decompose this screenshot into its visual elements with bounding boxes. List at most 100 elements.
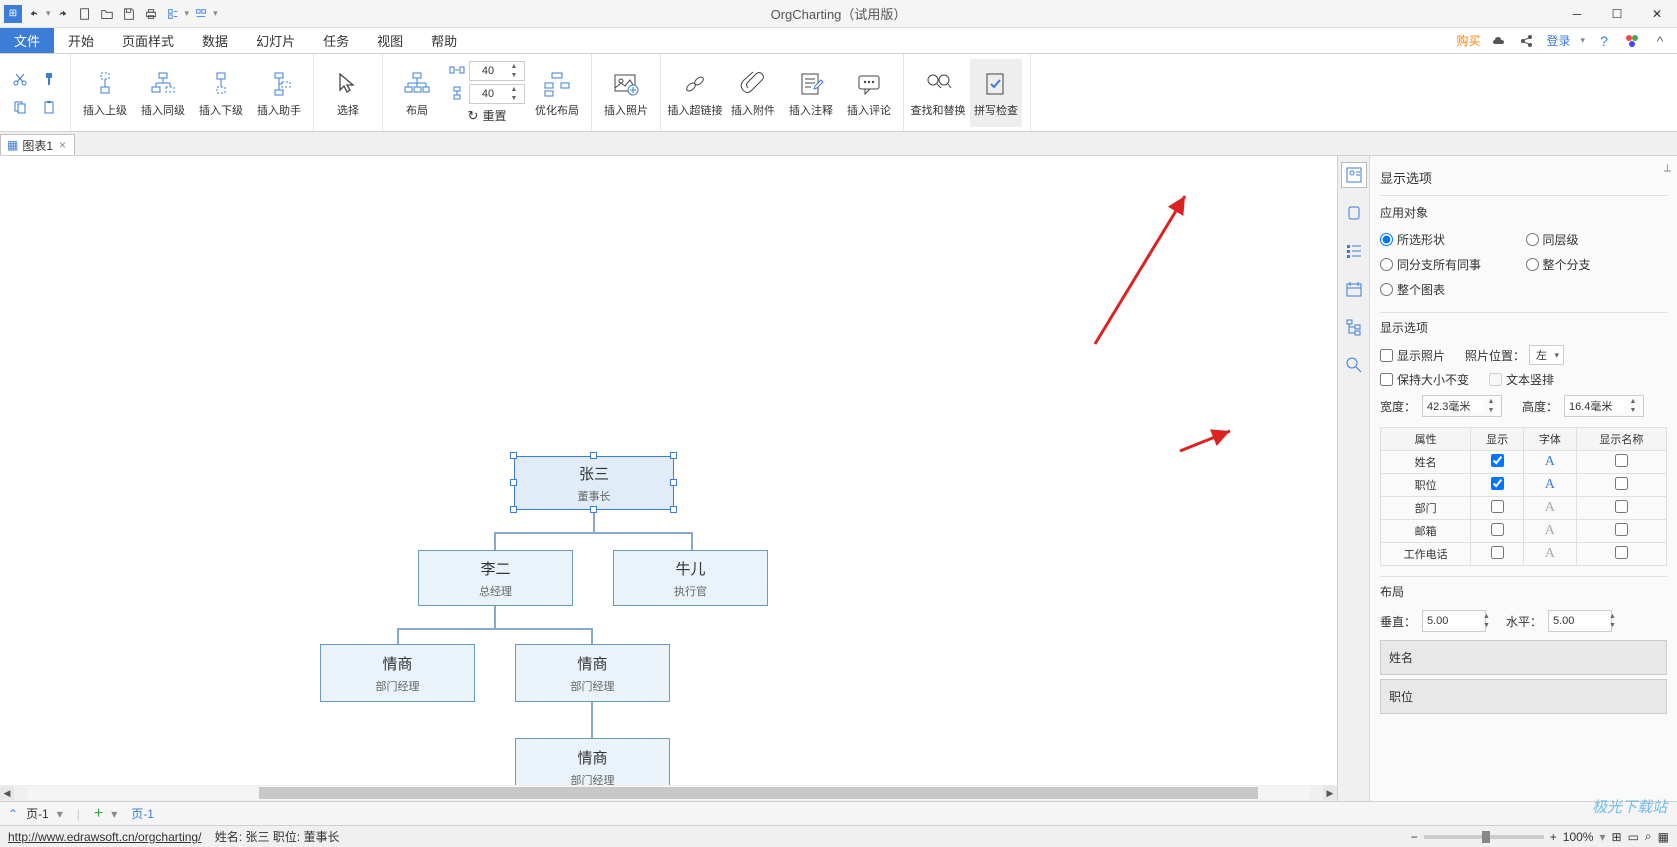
layout-button[interactable]: 布局 xyxy=(391,59,443,127)
sp-tab-date[interactable] xyxy=(1341,276,1367,302)
sp-tab-display[interactable] xyxy=(1341,162,1367,188)
reset-button[interactable]: ↻重置 xyxy=(468,107,507,124)
vspace-input[interactable]: ▲▼ xyxy=(469,84,525,104)
undo-button[interactable] xyxy=(24,4,44,24)
cloud-icon[interactable] xyxy=(1490,32,1508,50)
menu-pagestyle[interactable]: 页面样式 xyxy=(108,28,188,53)
status-url[interactable]: http://www.edrawsoft.cn/orgcharting/ xyxy=(8,830,201,844)
menu-view[interactable]: 视图 xyxy=(363,28,417,53)
optimize-button[interactable]: 优化布局 xyxy=(531,59,583,127)
width-input[interactable]: ▲▼ xyxy=(1422,395,1502,417)
sp-tab-tree[interactable] xyxy=(1341,314,1367,340)
copy-button[interactable] xyxy=(8,95,32,119)
zoom-in-button[interactable]: + xyxy=(1550,830,1557,844)
formatpainter-button[interactable] xyxy=(38,67,62,91)
save-button[interactable] xyxy=(119,4,139,24)
org-node[interactable]: 情商 部门经理 xyxy=(320,644,475,702)
maximize-button[interactable]: ☐ xyxy=(1597,0,1637,28)
open-button[interactable] xyxy=(97,4,117,24)
fit-page-icon[interactable]: ▭ xyxy=(1628,830,1639,844)
collapse-ribbon-icon[interactable]: ^ xyxy=(1651,32,1669,50)
insert-link-button[interactable]: 插入超链接 xyxy=(669,59,721,127)
close-tab-button[interactable]: × xyxy=(57,138,68,152)
menu-help[interactable]: 帮助 xyxy=(417,28,471,53)
file-tab[interactable]: ▦ 图表1 × xyxy=(0,134,75,155)
buy-link[interactable]: 购买 xyxy=(1456,32,1480,49)
chk-show-photo[interactable]: 显示照片 xyxy=(1380,344,1445,367)
chk-showname-dept[interactable] xyxy=(1615,500,1628,513)
minimize-button[interactable]: ─ xyxy=(1557,0,1597,28)
options1-button[interactable] xyxy=(163,4,183,24)
login-link[interactable]: 登录 xyxy=(1546,32,1570,49)
cut-button[interactable] xyxy=(8,67,32,91)
find-replace-button[interactable]: 查找和替换 xyxy=(912,59,964,127)
canvas[interactable]: 张三 董事长 李二 总经理 牛儿 执行官 情商 部门经理 情商 部门经理 情商 … xyxy=(0,156,1337,801)
insert-sibling-button[interactable]: 插入同级 xyxy=(137,59,189,127)
chk-showname-phone[interactable] xyxy=(1615,546,1628,559)
insert-comment-button[interactable]: 插入评论 xyxy=(843,59,895,127)
chk-show-name[interactable] xyxy=(1491,454,1504,467)
page-tab[interactable]: 页-1 xyxy=(131,805,154,822)
new-button[interactable] xyxy=(75,4,95,24)
radio-same-level[interactable]: 同层级 xyxy=(1526,231,1668,248)
org-node[interactable]: 牛儿 执行官 xyxy=(613,550,768,606)
font-position-button[interactable]: A xyxy=(1523,474,1576,497)
insert-child-button[interactable]: 插入下级 xyxy=(195,59,247,127)
insert-image-button[interactable]: 插入照片 xyxy=(600,59,652,127)
menu-start[interactable]: 开始 xyxy=(54,28,108,53)
grid-icon[interactable]: ▦ xyxy=(1658,830,1669,844)
menu-slide[interactable]: 幻灯片 xyxy=(242,28,309,53)
org-node[interactable]: 情商 部门经理 xyxy=(515,644,670,702)
menu-data[interactable]: 数据 xyxy=(188,28,242,53)
options2-button[interactable] xyxy=(191,4,211,24)
vert-input[interactable]: ▲▼ xyxy=(1422,610,1486,632)
paste-button[interactable] xyxy=(38,95,62,119)
height-input[interactable]: ▲▼ xyxy=(1564,395,1644,417)
radio-whole-chart[interactable]: 整个图表 xyxy=(1380,281,1522,298)
select-button[interactable]: 选择 xyxy=(322,59,374,127)
radio-whole-branch[interactable]: 整个分支 xyxy=(1526,256,1668,273)
chk-showname-position[interactable] xyxy=(1615,477,1628,490)
zoom-slider[interactable] xyxy=(1424,835,1544,839)
chk-show-position[interactable] xyxy=(1491,477,1504,490)
radio-same-branch[interactable]: 同分支所有同事 xyxy=(1380,256,1522,273)
font-dept-button[interactable]: A xyxy=(1523,497,1576,520)
chk-show-dept[interactable] xyxy=(1491,500,1504,513)
photo-pos-select[interactable]: 左 xyxy=(1529,345,1564,365)
expand-icon[interactable]: ⌃ xyxy=(8,807,18,821)
hspace-input[interactable]: ▲▼ xyxy=(469,61,525,81)
sp-tab-list[interactable] xyxy=(1341,238,1367,264)
panel-pin-icon[interactable]: ⟂ xyxy=(1664,162,1671,175)
menu-file[interactable]: 文件 xyxy=(0,28,54,53)
insert-assist-button[interactable]: 插入助手 xyxy=(253,59,305,127)
add-page-button[interactable]: + xyxy=(94,805,103,823)
horiz-input[interactable]: ▲▼ xyxy=(1548,610,1612,632)
fit-width-icon[interactable]: ⊞ xyxy=(1612,830,1622,844)
print-button[interactable] xyxy=(141,4,161,24)
redo-button[interactable] xyxy=(53,4,73,24)
chk-keep-size[interactable]: 保持大小不变 xyxy=(1380,368,1469,391)
chk-showname-email[interactable] xyxy=(1615,523,1628,536)
chk-showname-name[interactable] xyxy=(1615,454,1628,467)
page-nav[interactable]: 页-1 xyxy=(26,805,49,822)
share-icon[interactable] xyxy=(1518,32,1536,50)
sp-tab-search[interactable] xyxy=(1341,352,1367,378)
hscrollbar[interactable]: ◀ ▶ xyxy=(0,785,1337,801)
insert-parent-button[interactable]: 插入上级 xyxy=(79,59,131,127)
help-icon[interactable]: ? xyxy=(1595,32,1613,50)
zoom-out-button[interactable]: − xyxy=(1411,830,1418,844)
spellcheck-button[interactable]: 拼写检查 xyxy=(970,59,1022,127)
insert-note-button[interactable]: 插入注释 xyxy=(785,59,837,127)
insert-attach-button[interactable]: 插入附件 xyxy=(727,59,779,127)
font-email-button[interactable]: A xyxy=(1523,520,1576,543)
chk-show-email[interactable] xyxy=(1491,523,1504,536)
sp-tab-style[interactable] xyxy=(1341,200,1367,226)
close-button[interactable]: ✕ xyxy=(1637,0,1677,28)
colorful-icon[interactable] xyxy=(1623,32,1641,50)
search-icon[interactable]: ⌕ xyxy=(1645,829,1652,844)
layout-box-name[interactable]: 姓名 xyxy=(1380,640,1667,675)
org-node-root[interactable]: 张三 董事长 xyxy=(514,456,674,510)
layout-box-position[interactable]: 职位 xyxy=(1380,679,1667,714)
font-name-button[interactable]: A xyxy=(1523,451,1576,474)
org-node[interactable]: 李二 总经理 xyxy=(418,550,573,606)
